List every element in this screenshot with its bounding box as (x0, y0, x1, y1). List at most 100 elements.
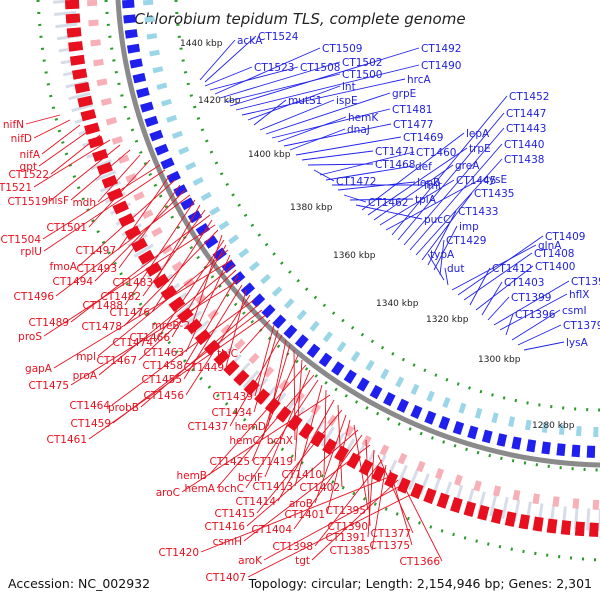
forward-strand-leader-line (181, 394, 331, 493)
forward-strand-leader-line (246, 429, 359, 527)
forward-strand-gene-label: CT1456 (144, 390, 185, 402)
forward-strand-gene-label: CT1449 (184, 362, 224, 374)
reverse-strand-leader-line (385, 178, 482, 231)
forward-strand-leader-line (42, 164, 161, 240)
forward-strand-gene-label: proA (73, 370, 98, 382)
forward-strand-gene-label: bchC (218, 483, 244, 495)
kbp-tick-1360: 1360 kbp (333, 251, 376, 261)
forward-strand-leader-line (377, 454, 414, 534)
forward-strand-gene-label: CT1377 (371, 528, 411, 540)
forward-strand-leader-line (277, 399, 335, 502)
reverse-strand-gene-label: CT1472 (336, 176, 376, 188)
forward-strand-gene-label: CT1413 (253, 481, 293, 493)
forward-strand-leader-line (41, 124, 81, 155)
reverse-strand-leader-line (214, 47, 321, 95)
reverse-strand-leader-line (457, 235, 544, 296)
forward-strand-gene-label: CT1482 (101, 291, 141, 303)
reverse-strand-gene-label: CT1492 (421, 43, 461, 55)
kbp-tick-1380: 1380 kbp (290, 203, 333, 213)
forward-strand-gene-label: CT1466 (130, 332, 171, 344)
forward-strand-leader-line (405, 489, 443, 562)
reverse-strand-leader-line (421, 192, 473, 261)
forward-strand-gene-label: thiC (217, 348, 238, 360)
forward-strand-gene-label: bchX (267, 435, 293, 447)
reverse-strand-leader-line (259, 99, 335, 131)
forward-strand-gene-label: CT1494 (53, 276, 94, 288)
forward-strand-leader-line (25, 114, 61, 125)
reverse-strand-leader-line (433, 225, 458, 271)
forward-strand-gene-label: nifA (20, 149, 41, 161)
reverse-strand-leader-line (265, 92, 391, 135)
reverse-strand-gene-label: CT1435 (474, 188, 514, 200)
reverse-strand-leader-line (493, 280, 570, 326)
forward-strand-gene-label: CT1414 (236, 496, 277, 508)
reverse-strand-leader-line (277, 116, 347, 143)
reverse-strand-leader-line (253, 99, 287, 126)
forward-strand-leader-line (138, 269, 237, 361)
reverse-strand-gene-label: CT1438 (504, 154, 544, 166)
forward-strand-gene-label: CT1398 (273, 541, 313, 553)
reverse-strand-gene-label: csmI (562, 305, 587, 317)
forward-strand-gene-label: mreB-2 (152, 320, 190, 332)
forward-strand-gene-label: CT1501 (47, 222, 87, 234)
kbp-tick-1420: 1420 kbp (198, 96, 241, 106)
reverse-strand-leader-line (481, 281, 503, 316)
reverse-strand-leader-line (444, 267, 449, 286)
forward-strand-leader-line (293, 434, 363, 530)
forward-strand-gene-label: CT1467 (97, 355, 137, 367)
forward-strand-leader-line (97, 154, 141, 203)
reverse-strand-leader-line (241, 78, 406, 116)
forward-strand-gene-label: CT1402 (300, 482, 340, 494)
forward-strand-gene-label: aroK (238, 555, 263, 567)
reverse-strand-gene-label: cysE (483, 174, 507, 186)
reverse-strand-leader-line (469, 267, 491, 306)
forward-strand-gene-label: CT1474 (113, 337, 154, 349)
reverse-strand-leader-line (499, 293, 568, 331)
reverse-strand-leader-line (475, 265, 534, 311)
forward-strand-leader-line (38, 129, 91, 167)
reverse-strand-gene-label: CT1447 (506, 108, 546, 120)
forward-strand-gene-label: CT1434 (212, 407, 253, 419)
reverse-strand-gene-label: lepB (417, 177, 440, 189)
kbp-tick-1280: 1280 kbp (532, 421, 575, 431)
forward-strand-gene-label: CT1493 (77, 263, 117, 275)
reverse-strand-gene-label: hemK (348, 112, 379, 124)
reverse-strand-leader-line (209, 66, 299, 91)
reverse-strand-leader-line (427, 210, 457, 266)
reverse-strand-gene-label: CT1481 (392, 104, 432, 116)
reverse-strand-gene-label: CT1396 (515, 309, 556, 321)
forward-strand-leader-line (49, 144, 121, 202)
forward-strand-leader-line (43, 224, 216, 337)
reverse-strand-gene-label: hrcA (407, 74, 432, 86)
forward-strand-leader-line (53, 259, 233, 369)
kbp-tick-1320: 1320 kbp (426, 315, 469, 325)
reverse-strand-leader-line (295, 136, 402, 156)
forward-strand-gene-label: CT1483 (113, 277, 153, 289)
forward-strand-leader-line (200, 474, 395, 553)
forward-strand-leader-line (314, 414, 347, 504)
forward-strand-leader-line (88, 314, 267, 440)
reverse-strand-leader-line (415, 158, 503, 256)
forward-strand-gene-label: CT1375 (370, 540, 410, 552)
reverse-strand-leader-line (403, 127, 505, 246)
forward-strand-gene-label: CT1504 (1, 234, 42, 246)
reverse-strand-leader-line (224, 73, 341, 103)
kbp-tick-labels: 1440 kbp 1420 kbp 1400 kbp 1380 kbp 1360… (180, 39, 575, 431)
reverse-strand-gene-label: CT1469 (403, 132, 443, 144)
forward-strand-leader-line (294, 359, 303, 462)
forward-strand-gene-label: bchF (238, 472, 263, 484)
forward-strand-gene-label: CT1519 (8, 196, 48, 208)
forward-strand-leader-line (251, 354, 299, 462)
forward-strand-gene-label: CT1458 (143, 360, 183, 372)
reverse-strand-gene-label: imp (459, 221, 479, 233)
reverse-strand-gene-label: CT1502 (342, 57, 382, 69)
reverse-strand-leader-line (451, 244, 537, 291)
kbp-tick-1340: 1340 kbp (376, 299, 419, 309)
reverse-strand-gene-label: CT1523 (254, 62, 294, 74)
genome-backbone (115, 0, 600, 468)
forward-strand-leader-line (208, 364, 307, 476)
forward-strand-gene-label: aroB (289, 498, 313, 510)
reverse-strand-leader-line (235, 64, 420, 111)
forward-strand-leader-line (247, 494, 411, 578)
map-title: Chlorobium tepidum TLS, complete genome (134, 10, 465, 28)
